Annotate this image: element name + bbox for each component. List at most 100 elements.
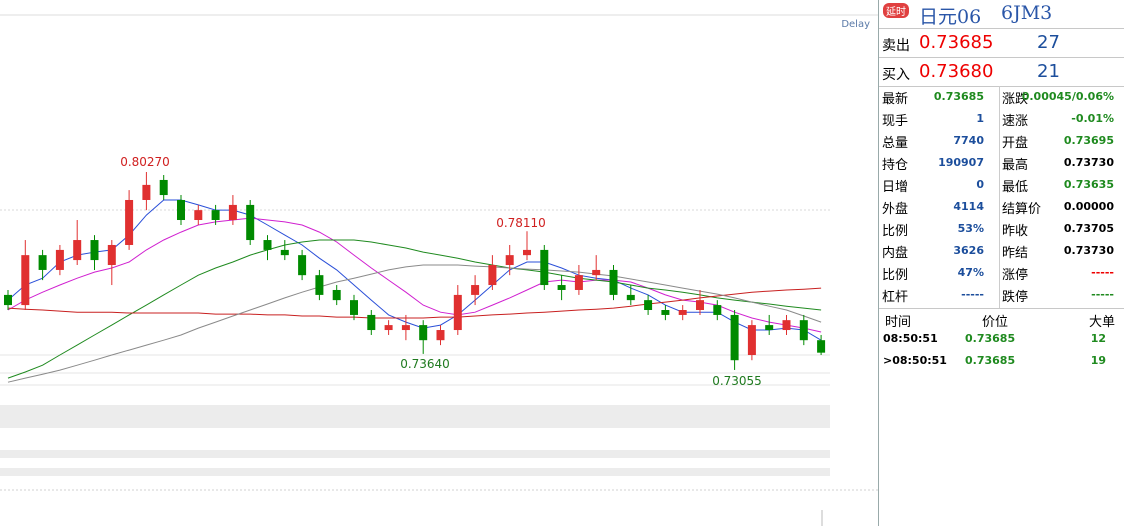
badge: 延时: [883, 3, 909, 18]
field-label: 现手: [882, 114, 909, 129]
field-value: 0.73730: [1063, 244, 1114, 257]
candle-body: [471, 285, 480, 295]
candle-body: [574, 275, 583, 290]
candle-body: [350, 300, 358, 315]
candle-body: [73, 240, 82, 261]
field-label: 比例: [882, 268, 909, 283]
candle-body: [384, 325, 393, 331]
candle-body: [194, 210, 203, 221]
field-label: 结算价: [1002, 202, 1042, 217]
buy-label: 买入: [882, 67, 910, 83]
instrument-name: 日元06: [919, 6, 982, 28]
quote-panel: 延时 日元06 6JM3 卖出 0.73685 27 买入 0.73680 21…: [878, 0, 1124, 526]
ma-line: [7, 287, 822, 319]
trades-header: 价位: [982, 315, 1009, 330]
candle-body: [540, 249, 549, 286]
field-value: 0: [976, 178, 984, 191]
candle-body: [246, 204, 255, 241]
candle-body: [315, 275, 324, 295]
field-label: 开盘: [1002, 136, 1029, 151]
candle-body: [177, 199, 185, 221]
candle-body: [453, 294, 462, 331]
field-value: 0.00000: [1063, 200, 1114, 213]
field-label: 涨停: [1002, 268, 1029, 283]
sell-price: 0.73685: [919, 32, 994, 53]
field-label: 总量: [882, 136, 909, 151]
candle-body: [401, 325, 410, 331]
candle-body: [713, 305, 722, 315]
instrument-code: 6JM3: [1001, 2, 1053, 24]
field-value: -----: [961, 288, 984, 301]
volume-band: [0, 405, 830, 428]
field-label: 昨结: [1002, 246, 1029, 261]
price-annotation: 0.73640: [400, 357, 450, 371]
delay-label: Delay: [841, 19, 870, 30]
price-annotation: 0.80270: [120, 155, 170, 169]
trade-qty: 12: [1090, 332, 1106, 345]
field-label: 持仓: [882, 158, 909, 173]
candle-body: [142, 184, 151, 200]
candle-body: [523, 249, 531, 256]
field-value: 1: [976, 112, 984, 125]
trade-price: 0.73685: [965, 332, 1016, 345]
candle-body: [747, 325, 756, 356]
candle-body: [263, 240, 272, 250]
field-label: 最低: [1002, 180, 1029, 195]
field-label: 外盘: [882, 202, 909, 217]
field-label: 最高: [1002, 158, 1029, 173]
sell-label: 卖出: [882, 38, 910, 54]
field-value: 190907: [938, 156, 984, 169]
candle-body: [730, 314, 739, 361]
candle-body: [678, 310, 687, 315]
field-value: 7740: [953, 134, 984, 147]
candle-body: [90, 240, 99, 261]
field-label: 日增: [882, 180, 909, 195]
field-value: 47%: [957, 266, 984, 279]
trade-time: 08:50:51: [883, 332, 938, 345]
candle-body: [436, 330, 445, 341]
candle-body: [125, 199, 134, 245]
field-label: 内盘: [882, 246, 909, 261]
field-label: 速涨: [1002, 114, 1029, 129]
candle-body: [332, 289, 341, 301]
field-value: -----: [1091, 288, 1114, 301]
ma-line: [7, 239, 822, 379]
candle-body: [38, 255, 47, 270]
candle-body: [211, 210, 220, 221]
price-annotation: 0.73055: [712, 374, 762, 388]
field-value: 0.73705: [1063, 222, 1114, 235]
field-value: 53%: [957, 222, 984, 235]
trade-time: >08:50:51: [883, 354, 947, 367]
candle-body: [488, 265, 497, 286]
trade-price: 0.73685: [965, 354, 1016, 367]
volume-band: [0, 450, 830, 458]
candle-body: [419, 325, 428, 341]
field-value: 0.73730: [1063, 156, 1114, 169]
volume-band: [0, 468, 830, 476]
candle-body: [505, 255, 514, 266]
buy-price: 0.73680: [919, 61, 994, 82]
candle-body: [228, 204, 237, 221]
trades-header: 时间: [885, 315, 912, 330]
price-annotation: 0.78110: [496, 216, 546, 230]
candle-body: [21, 255, 30, 306]
field-value: 0.00045/0.06%: [1021, 90, 1114, 103]
candle-body: [280, 249, 289, 256]
candle-body: [107, 244, 116, 266]
field-value: -0.01%: [1071, 112, 1114, 125]
candle-body: [55, 249, 64, 270]
field-label: 跌停: [1002, 290, 1029, 305]
candle-body: [592, 269, 601, 276]
candle-body: [298, 255, 307, 276]
field-label: 最新: [882, 92, 909, 107]
candle-body: [799, 320, 808, 341]
sell-qty: 27: [1037, 32, 1060, 53]
candle-body: [626, 294, 635, 301]
trade-qty: 19: [1090, 354, 1106, 367]
field-value: 3626: [953, 244, 984, 257]
field-label: 比例: [882, 224, 909, 239]
ma-line: [7, 264, 822, 383]
candle-body: [557, 285, 566, 290]
buy-qty: 21: [1037, 61, 1060, 82]
